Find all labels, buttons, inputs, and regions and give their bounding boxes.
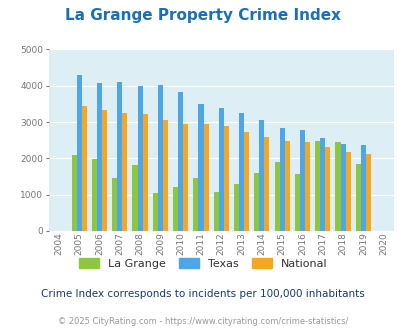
Bar bbox=[142, 114, 147, 231]
Text: Crime Index corresponds to incidents per 100,000 inhabitants: Crime Index corresponds to incidents per… bbox=[41, 289, 364, 299]
Bar bbox=[102, 110, 107, 231]
Bar bbox=[223, 126, 228, 231]
Bar bbox=[218, 108, 223, 231]
Bar bbox=[193, 178, 198, 231]
Bar bbox=[299, 130, 304, 231]
Bar bbox=[345, 152, 350, 231]
Bar bbox=[152, 193, 158, 231]
Bar bbox=[320, 138, 324, 231]
Bar bbox=[132, 165, 137, 231]
Bar bbox=[324, 147, 330, 231]
Legend: La Grange, Texas, National: La Grange, Texas, National bbox=[79, 258, 326, 269]
Bar bbox=[360, 145, 365, 231]
Bar bbox=[254, 173, 259, 231]
Bar bbox=[198, 104, 203, 231]
Bar bbox=[77, 75, 81, 231]
Text: © 2025 CityRating.com - https://www.cityrating.com/crime-statistics/: © 2025 CityRating.com - https://www.city… bbox=[58, 317, 347, 326]
Bar bbox=[137, 86, 142, 231]
Bar bbox=[284, 141, 289, 231]
Bar bbox=[92, 159, 97, 231]
Bar bbox=[112, 178, 117, 231]
Bar bbox=[213, 192, 218, 231]
Bar bbox=[233, 184, 239, 231]
Bar bbox=[239, 113, 243, 231]
Text: La Grange Property Crime Index: La Grange Property Crime Index bbox=[65, 8, 340, 23]
Bar bbox=[178, 92, 183, 231]
Bar bbox=[294, 174, 299, 231]
Bar bbox=[183, 124, 188, 231]
Bar bbox=[122, 113, 127, 231]
Bar bbox=[243, 132, 249, 231]
Bar bbox=[203, 124, 208, 231]
Bar bbox=[314, 141, 320, 231]
Bar bbox=[340, 144, 345, 231]
Bar bbox=[264, 137, 269, 231]
Bar bbox=[173, 187, 178, 231]
Bar bbox=[158, 85, 162, 231]
Bar bbox=[304, 142, 309, 231]
Bar bbox=[355, 164, 360, 231]
Bar bbox=[274, 162, 279, 231]
Bar bbox=[97, 83, 102, 231]
Bar bbox=[162, 120, 168, 231]
Bar bbox=[279, 128, 284, 231]
Bar bbox=[365, 154, 370, 231]
Bar bbox=[71, 155, 77, 231]
Bar bbox=[81, 106, 87, 231]
Bar bbox=[117, 82, 122, 231]
Bar bbox=[259, 120, 264, 231]
Bar bbox=[335, 142, 340, 231]
